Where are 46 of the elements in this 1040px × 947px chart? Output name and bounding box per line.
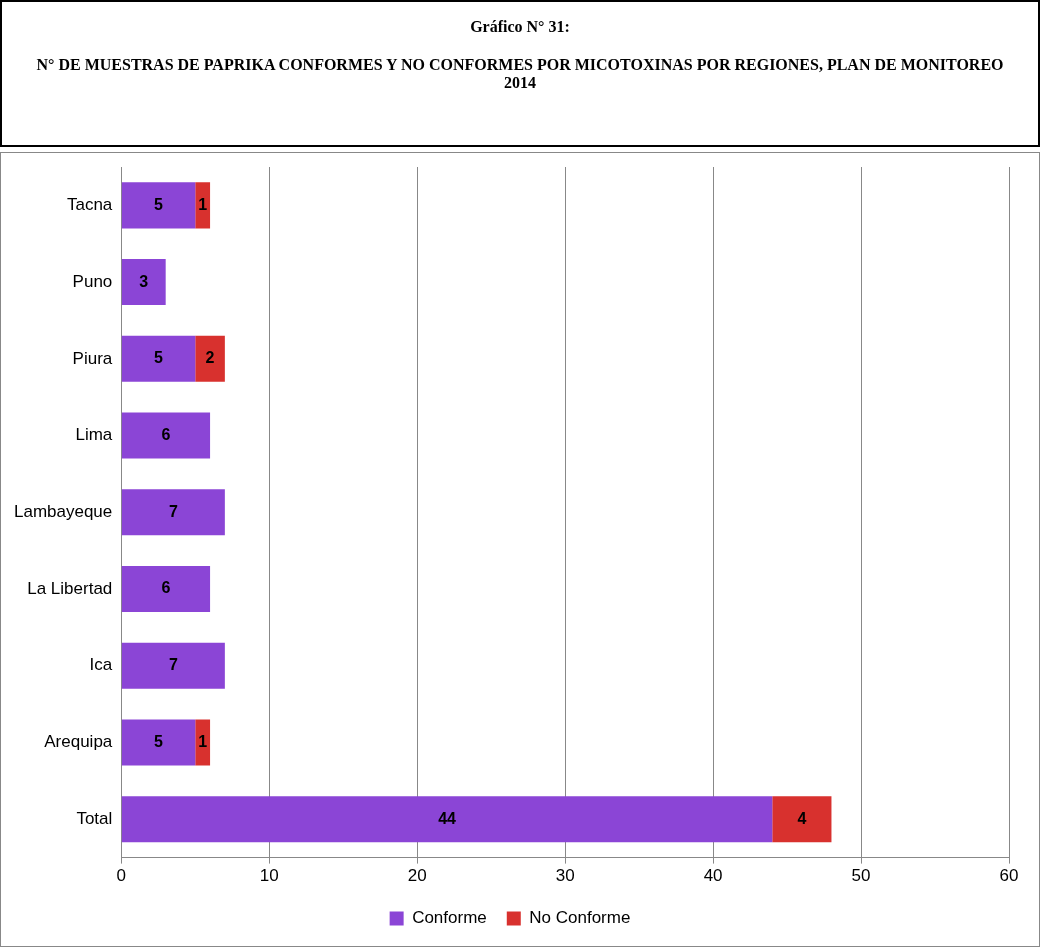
data-label: 5 — [154, 195, 164, 213]
bar — [121, 489, 225, 536]
data-label: 1 — [198, 732, 208, 750]
data-label: 2 — [205, 349, 215, 367]
data-label: 44 — [438, 809, 457, 827]
y-tick-label: Arequipa — [44, 732, 113, 752]
bar — [121, 719, 196, 766]
bar — [121, 259, 166, 306]
y-tick-label: Puno — [72, 271, 113, 291]
legend-label: No Conforme — [529, 908, 631, 928]
bar — [121, 335, 196, 382]
bar — [195, 335, 225, 382]
bar — [121, 796, 773, 843]
data-label: 6 — [161, 425, 171, 443]
data-label: 7 — [168, 502, 178, 520]
y-tick-label: Piura — [72, 348, 113, 368]
y-tick-label: Tacna — [66, 195, 113, 215]
y-tick-label: Lima — [75, 425, 113, 445]
x-tick-label: 50 — [851, 866, 871, 886]
bar — [195, 182, 211, 229]
chart-subtitle: N° DE MUESTRAS DE PAPRIKA CONFORMES Y NO CONFORMES POR MICOTOXINAS POR REGIONES, PLAN DE MONITOREO 2014 — [35, 56, 1005, 92]
bar — [195, 719, 211, 766]
bar — [121, 566, 211, 613]
y-tick-label: Ica — [89, 655, 113, 675]
y-tick-label: La Libertad — [27, 578, 113, 598]
bar — [121, 182, 196, 229]
x-tick-label: 20 — [407, 866, 427, 886]
x-tick-label: 60 — [999, 866, 1019, 886]
data-label: 4 — [797, 809, 807, 827]
y-tick-label: Total — [76, 808, 113, 828]
x-tick-label: 10 — [259, 866, 279, 886]
y-tick-label: Lambayeque — [13, 501, 113, 521]
bar — [121, 412, 211, 459]
data-label: 3 — [139, 272, 149, 290]
x-tick-label: 0 — [116, 866, 127, 886]
legend-label: Conforme — [412, 908, 487, 928]
data-label: 5 — [154, 349, 164, 367]
data-label: 5 — [154, 732, 164, 750]
x-tick-label: 40 — [703, 866, 723, 886]
bar — [121, 642, 225, 689]
chart-title: Gráfico N° 31: — [469, 18, 571, 36]
bar — [772, 796, 832, 843]
data-label: 7 — [168, 656, 178, 674]
x-tick-label: 30 — [555, 866, 575, 886]
data-label: 6 — [161, 579, 171, 597]
data-label: 1 — [198, 195, 208, 213]
